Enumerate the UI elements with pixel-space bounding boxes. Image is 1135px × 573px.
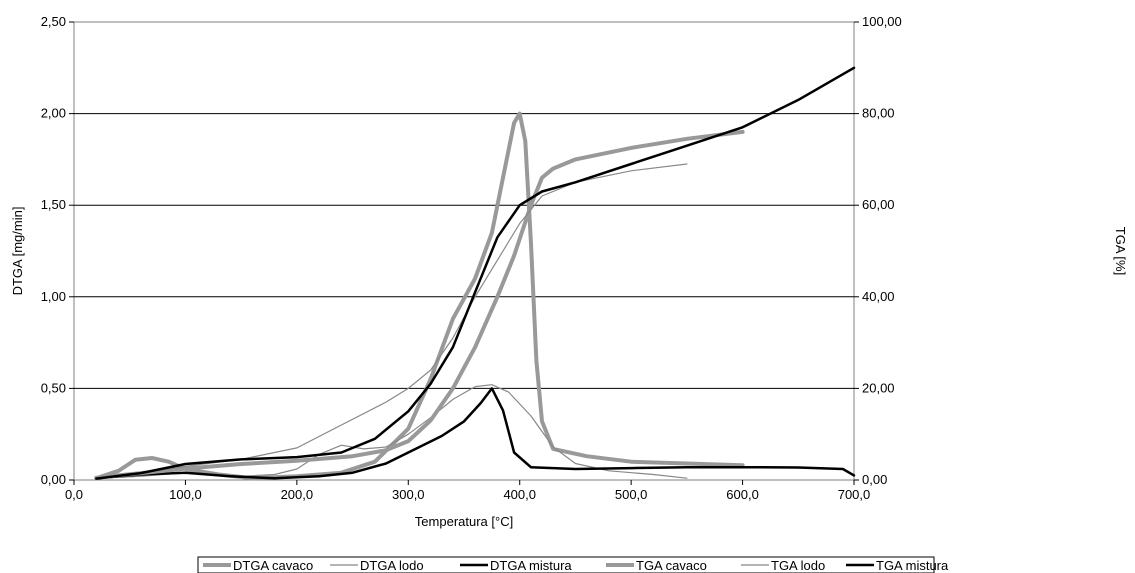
y-left-tick-label: 1,00 (41, 289, 66, 304)
legend-label: DTGA cavaco (233, 558, 313, 573)
grid-lines (74, 113, 854, 389)
y-right-tick-label: 20,00 (862, 380, 895, 395)
series-line-dtga-lodo (95, 384, 688, 479)
x-tick-label: 100,0 (169, 487, 202, 502)
y-left-tick-label: 1,50 (41, 197, 66, 212)
x-tick-labels: 0,0 100,0 200,0 300,0 400,0 500,0 600,0 700,0 (65, 487, 870, 502)
y-right-tick-label: 100,00 (862, 14, 902, 29)
y-right-tick-label: 60,00 (862, 197, 895, 212)
x-tick-label: 500,0 (615, 487, 648, 502)
y-left-tick-label: 0,50 (41, 380, 66, 395)
series-line-tga-cavaco (94, 129, 745, 480)
y-right-tick-labels: 0,00 20,00 40,00 60,00 80,00 100,00 (862, 14, 902, 487)
legend-label: TGA lodo (771, 558, 825, 573)
legend-label: TGA cavaco (636, 558, 707, 573)
x-tick-label: 700,0 (838, 487, 871, 502)
legend-label: DTGA mistura (490, 558, 572, 573)
axis-ticks (69, 21, 859, 485)
y-left-tick-label: 2,00 (41, 106, 66, 121)
plot-area (73, 21, 855, 481)
y-right-tick-label: 40,00 (862, 289, 895, 304)
legend-label: DTGA lodo (360, 558, 424, 573)
x-tick-label: 600,0 (726, 487, 759, 502)
legend: DTGA cavaco DTGA lodo DTGA mistura TGA cava… (197, 556, 949, 573)
series-line-dtga-mistura (95, 387, 856, 480)
y-left-axis-title: DTGA [mg/min] (10, 207, 25, 296)
legend-box (197, 556, 935, 573)
y-right-axis-title: TGA [%] (1113, 227, 1128, 275)
x-tick-label: 0,0 (65, 487, 83, 502)
y-right-tick-label: 80,00 (862, 106, 895, 121)
x-axis-title: Temperatura [°C] (415, 514, 513, 529)
series-lines (94, 66, 856, 481)
y-left-tick-label: 0,00 (41, 472, 66, 487)
x-tick-label: 300,0 (392, 487, 425, 502)
series-line-tga-mistura (95, 66, 856, 480)
y-right-tick-label: 0,00 (862, 472, 887, 487)
legend-label: TGA mistura (876, 558, 949, 573)
y-left-tick-label: 2,50 (41, 14, 66, 29)
y-left-tick-labels: 0,00 0,50 1,00 1,50 2,00 2,50 (41, 14, 66, 487)
x-tick-label: 200,0 (281, 487, 314, 502)
x-tick-label: 400,0 (503, 487, 536, 502)
